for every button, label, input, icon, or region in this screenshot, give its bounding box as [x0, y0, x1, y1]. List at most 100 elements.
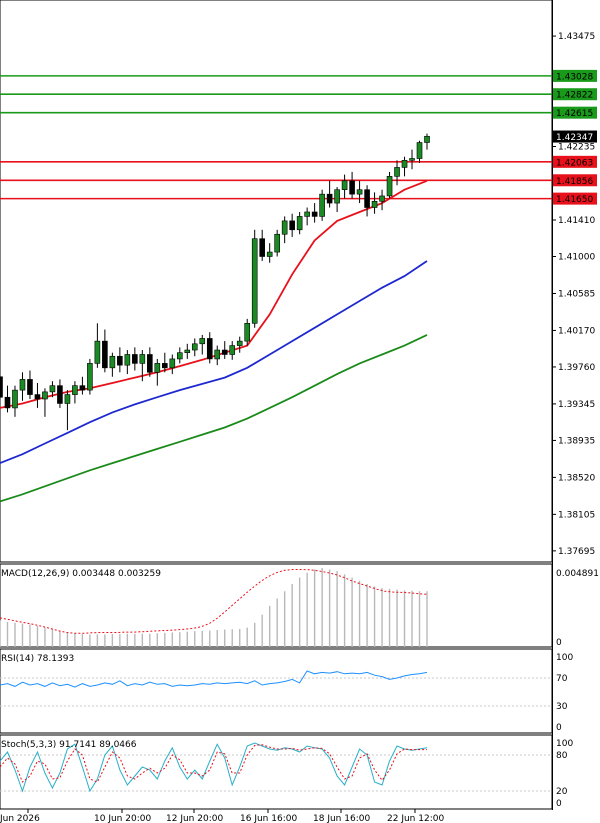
candle-body [401, 160, 408, 168]
candle-body [214, 349, 221, 360]
level-tag-box [553, 69, 597, 82]
candle-body [109, 355, 116, 369]
macd-label: MACD(12,26,9) 0.003448 0.003259 [1, 569, 161, 579]
level-tag-label: 1.41650 [556, 195, 593, 205]
time-tick-label: 18 Jun 16:00 [313, 814, 370, 823]
price-tick-label: 1.37695 [558, 547, 595, 557]
main-panel-frame [0, 0, 553, 563]
price-tick-label: 1.38520 [558, 473, 595, 483]
level-lines [0, 75, 552, 200]
macd-scale-bottom: 0 [556, 638, 562, 648]
price-tick-label: 1.42235 [558, 143, 595, 153]
price-tick-label: 1.40585 [558, 289, 595, 299]
macd-scale-top: 0.004891 [556, 569, 599, 579]
candle-body [266, 251, 273, 257]
candle-body [87, 363, 93, 391]
current-price-label: 1.42347 [556, 133, 593, 143]
price-tick-label: 1.38105 [558, 510, 595, 520]
macd-signal-line [0, 569, 428, 634]
candle-body [229, 345, 236, 355]
candle-body [244, 323, 251, 342]
candle-body [319, 193, 325, 217]
candle-body [176, 352, 183, 360]
candle-body [356, 189, 363, 195]
level-tag-box [553, 106, 597, 119]
candle-body [424, 135, 430, 143]
candle-body [12, 389, 18, 409]
candle-body [191, 343, 198, 351]
candle-body [94, 340, 101, 364]
price-tick-label: 1.39345 [558, 400, 595, 410]
candle-body [147, 354, 153, 373]
stoch-main-line [0, 742, 428, 793]
candle-body [289, 220, 295, 231]
panel-frames [0, 0, 553, 810]
candle-body [251, 238, 258, 324]
stochastic-indicator: 100 80 20 0 [0, 739, 573, 809]
candlesticks [0, 133, 430, 431]
candle-body [296, 216, 303, 231]
candle-body [64, 394, 71, 404]
rsi-tick-label: 70 [556, 674, 568, 684]
price-tick-label: 1.39760 [558, 363, 595, 373]
candle-body [311, 211, 318, 217]
candle-body [184, 349, 191, 353]
candle-body [394, 167, 400, 177]
price-tick-label: 1.40170 [558, 326, 595, 336]
moving-averages [0, 179, 428, 503]
time-tick-label: Jun 2026 [0, 814, 40, 823]
candle-body [274, 233, 280, 253]
candle-body [386, 176, 393, 197]
level-tag-label: 1.41856 [556, 177, 593, 187]
price-tick-label: 1.43475 [558, 32, 595, 42]
candle-body [326, 193, 333, 204]
price-axis: 1.43475 1.42235 1.41410 1.41000 1.40585 1.401… [552, 32, 595, 557]
candle-body [139, 354, 146, 364]
candle-body [304, 211, 310, 217]
rsi-tick-label: 100 [556, 653, 573, 663]
price-tick-label: 1.41000 [558, 253, 595, 263]
candle-body [4, 396, 11, 409]
candle-body [19, 379, 26, 391]
level-tag-box [553, 88, 597, 101]
rsi-panel-frame [0, 648, 553, 734]
candle-body [334, 189, 340, 204]
stoch-signal-line [0, 744, 427, 783]
stoch-tick-label: 20 [556, 787, 568, 797]
level-tag-box [553, 155, 597, 168]
moving-average-line [0, 179, 428, 409]
price-tick-label: 1.38935 [558, 436, 595, 446]
time-tick-label: 22 Jun 12:00 [387, 814, 444, 823]
rsi-line [0, 670, 428, 688]
candle-body [0, 376, 3, 398]
stoch-tick-label: 0 [556, 799, 562, 809]
rsi-indicator: 100 70 30 0 [0, 653, 573, 733]
candle-body [349, 180, 355, 195]
candle-body [281, 220, 288, 235]
candle-body [341, 180, 348, 191]
candle-body [162, 363, 168, 369]
stoch-tick-label: 80 [556, 751, 568, 761]
candle-body [236, 340, 243, 346]
level-tag-box [553, 192, 597, 205]
macd-indicator [0, 568, 428, 647]
level-tag-label: 1.42822 [556, 91, 593, 101]
candle-body [364, 189, 370, 208]
level-tag-label: 1.42615 [556, 109, 593, 119]
level-tag-label: 1.43028 [556, 72, 593, 82]
candle-body [154, 363, 161, 373]
level-tag-box [553, 174, 597, 187]
candle-body [79, 385, 86, 391]
candle-body [371, 200, 378, 208]
rsi-tick-label: 30 [556, 702, 568, 712]
candle-body [49, 385, 56, 393]
candle-body [57, 385, 63, 404]
level-tag-label: 1.42063 [556, 158, 593, 168]
candle-body [34, 394, 41, 400]
candle-body [117, 355, 123, 366]
candle-body [259, 238, 265, 257]
candle-body [379, 195, 385, 202]
candle-body [221, 349, 228, 355]
rsi-tick-label: 0 [556, 723, 562, 733]
